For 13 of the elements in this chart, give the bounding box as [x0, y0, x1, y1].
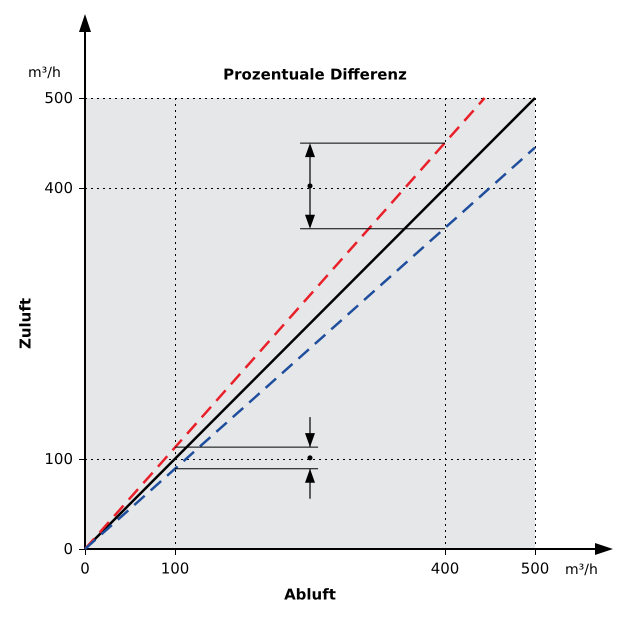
x-tick-label: 400 — [430, 560, 460, 578]
text: m³/h — [565, 562, 598, 578]
y-tick-label: 500 — [44, 89, 73, 107]
y-tick-label: 0 — [63, 540, 73, 558]
y-tick-label: 400 — [44, 179, 73, 198]
chart-title: Prozentuale Differenz — [223, 66, 408, 84]
y-tick-label: 100 — [44, 450, 73, 468]
x-tick-label: 100 — [160, 560, 190, 578]
x-tick-label: 0 — [80, 560, 90, 578]
y-axis-title: Zuluft — [16, 298, 34, 350]
x-tick-label: 500 — [520, 560, 550, 578]
x-axis-title: Abluft — [284, 586, 336, 604]
text: m³/h — [28, 65, 61, 81]
